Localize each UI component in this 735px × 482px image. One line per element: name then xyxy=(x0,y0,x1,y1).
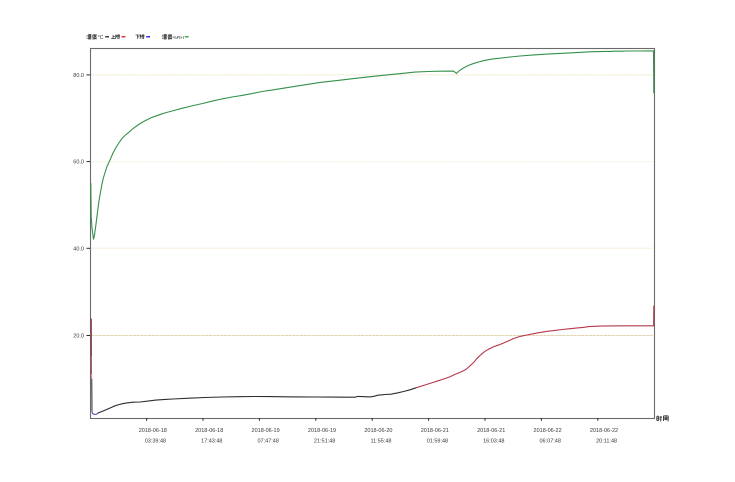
svg-text:20:11:48: 20:11:48 xyxy=(596,439,617,445)
svg-text:2018-06-20: 2018-06-20 xyxy=(364,428,392,434)
svg-text:01:59:48: 01:59:48 xyxy=(427,439,448,445)
svg-text:2018-06-21: 2018-06-21 xyxy=(421,428,449,434)
svg-text:2018-06-18: 2018-06-18 xyxy=(139,428,167,434)
svg-text:21:51:48: 21:51:48 xyxy=(314,439,335,445)
svg-text:2018-06-22: 2018-06-22 xyxy=(590,428,618,434)
svg-text:06:07:48: 06:07:48 xyxy=(539,439,560,445)
svg-text:2018-06-21: 2018-06-21 xyxy=(477,428,505,434)
svg-text:°C: °C xyxy=(98,35,104,41)
svg-text:11:55:48: 11:55:48 xyxy=(370,439,391,445)
svg-text:2018-06-22: 2018-06-22 xyxy=(534,428,562,434)
svg-text:20.0: 20.0 xyxy=(73,334,84,340)
svg-text:60.0: 60.0 xyxy=(73,160,84,166)
svg-text:2018-06-19: 2018-06-19 xyxy=(308,428,336,434)
svg-text:80.0: 80.0 xyxy=(73,73,84,79)
svg-text:17:43:48: 17:43:48 xyxy=(201,439,222,445)
svg-text:03:39:48: 03:39:48 xyxy=(145,439,166,445)
svg-text:07:47:48: 07:47:48 xyxy=(257,439,278,445)
svg-text:40.0: 40.0 xyxy=(73,246,84,252)
svg-text:16:03:48: 16:03:48 xyxy=(483,439,504,445)
svg-text:2018-06-19: 2018-06-19 xyxy=(252,428,280,434)
svg-text:%RH: %RH xyxy=(173,35,185,41)
svg-text:2018-06-18: 2018-06-18 xyxy=(195,428,223,434)
